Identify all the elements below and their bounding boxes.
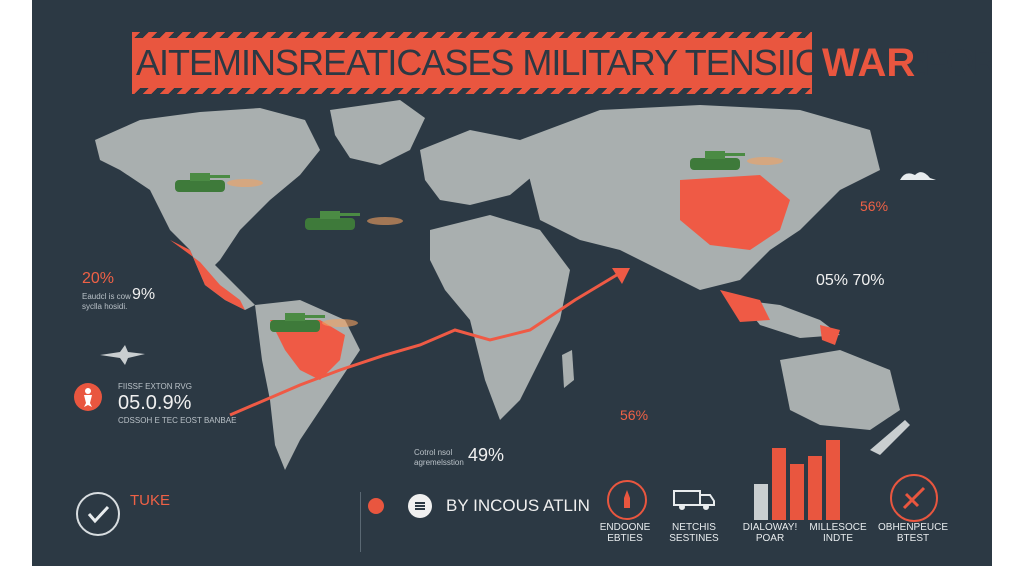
page-title-war: WAR [822, 41, 916, 85]
bar-5 [826, 440, 840, 520]
plane-icon-right [870, 420, 910, 455]
stat-right-low: 56% [620, 407, 649, 423]
stat-center-value: 49% [468, 445, 505, 465]
truck-icon [672, 485, 716, 518]
tank-icon-1 [175, 173, 263, 192]
map-greenland [330, 100, 425, 165]
stat-left-mid-caption: FIISSF EXTON RVG [118, 382, 192, 391]
title-hatch-top [132, 32, 812, 38]
stat-right-top: 56% [860, 198, 889, 214]
bar-2 [772, 448, 786, 520]
bar-1 [754, 484, 768, 520]
map-indonesia [740, 300, 840, 338]
bottom-center-title: BY INCOUS ATLIN [446, 496, 590, 515]
missile-icon [607, 480, 647, 520]
cloud-icon [900, 172, 936, 180]
red-dot-icon [368, 498, 384, 514]
trend-arrow-head [612, 268, 630, 284]
stat-left-mid-sub: CDSSOH E TEC EOST BANBAE [118, 416, 237, 425]
title-bar [132, 38, 812, 88]
divider [360, 492, 361, 552]
bar-4 [808, 456, 822, 520]
trend-line [229, 268, 626, 417]
icon-label-1: ENDOONE EBTIES [599, 522, 651, 544]
map-highlight-china [680, 175, 790, 250]
stat-left-top-caption: Eaudcl is cow syclla hosidi. [82, 292, 131, 311]
bottom-left-title: TUKE [130, 492, 171, 509]
tank-icon-4 [690, 151, 783, 170]
world-map [95, 100, 936, 470]
stat-left-top-sub: 9% [132, 286, 156, 303]
icon-label-4: MILLESOCE INDTE [809, 522, 867, 544]
map-highlight-mexico [170, 240, 245, 310]
tank-icon-3 [270, 313, 358, 332]
map-highlight-philippines [820, 325, 840, 345]
page-title: AITEMINSREATICASES MILITARY TENSIIONS BE… [136, 42, 992, 83]
map-australia [780, 350, 900, 430]
tank-icon-2 [305, 211, 403, 230]
map-highlight-southeast-asia [720, 290, 770, 322]
icon-label-3: DIALOWAY! POAR [742, 522, 798, 544]
map-madagascar [562, 350, 574, 388]
soldier-icon [74, 383, 102, 411]
bar-chart-icon [752, 440, 852, 520]
infographic-panel: AITEMINSREATICASES MILITARY TENSIIONS BE… [32, 0, 992, 566]
icon-label-5: OBHENPEUCE BTEST [878, 522, 949, 544]
stat-right-mid: 05% 70% [816, 272, 885, 289]
checkmark-icon [76, 492, 120, 536]
icon-label-2: NETCHIS SESTINES [669, 522, 719, 544]
bar-3 [790, 464, 804, 520]
list-icon [408, 494, 432, 518]
stat-center-caption: Cotrol nsol agremelsstion [414, 448, 464, 467]
map-europe [420, 130, 540, 205]
stat-left-top: 20% [82, 270, 115, 287]
slash-icon [890, 474, 938, 522]
map-africa [430, 215, 570, 420]
title-hatch-bottom [132, 88, 812, 94]
plane-icon-left [100, 345, 145, 365]
map-central-america [190, 250, 255, 310]
map-highlight-brazil [270, 320, 345, 380]
stat-left-mid-value: 05.0.9% [118, 392, 192, 414]
